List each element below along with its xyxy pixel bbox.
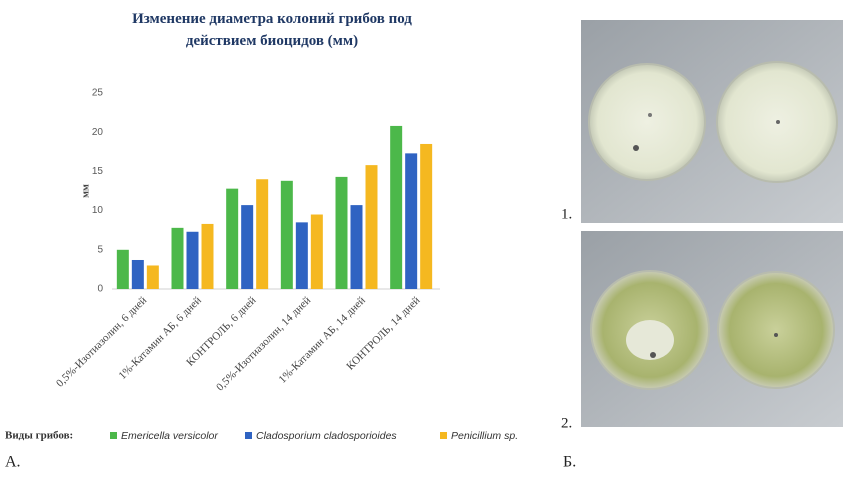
photo-label: 2. <box>561 415 572 431</box>
bar <box>241 205 254 289</box>
bar <box>256 179 269 289</box>
bar <box>186 231 199 289</box>
legend-swatch <box>245 432 252 439</box>
legend-label: Emericella versicolor <box>121 430 218 442</box>
photo <box>581 20 843 223</box>
panel-label: Б. <box>563 454 576 471</box>
panel-label: А. <box>5 454 21 471</box>
bar <box>171 227 184 289</box>
bar <box>131 259 144 289</box>
y-tick-label: 10 <box>92 205 104 216</box>
y-axis-label: мм <box>80 184 91 198</box>
legend-label: Penicillium sp. <box>451 430 518 442</box>
y-tick-label: 25 <box>92 88 104 99</box>
bar <box>420 143 433 289</box>
chart-title: Изменение диаметра колоний грибов под дей… <box>132 11 412 49</box>
bar <box>390 125 403 289</box>
bar <box>226 188 239 289</box>
x-tick-label: 0,5%-Изотиазолин, 6 дней <box>54 294 149 389</box>
legend-swatch <box>110 432 117 439</box>
bar <box>365 165 378 289</box>
photo-label: 1. <box>561 206 572 222</box>
bar <box>335 176 348 289</box>
bar <box>116 249 129 289</box>
y-tick-label: 0 <box>97 284 103 295</box>
bar <box>201 223 214 289</box>
bar <box>350 205 363 289</box>
bar <box>310 214 323 289</box>
bar <box>146 265 159 289</box>
photo <box>581 231 843 427</box>
y-tick-label: 15 <box>92 166 104 177</box>
legend-title: Виды грибов: <box>5 430 73 442</box>
x-tick-label: 0,5%-Изотиазолин, 14 дней <box>214 294 313 393</box>
bar <box>295 222 308 289</box>
y-tick-label: 20 <box>92 127 104 138</box>
legend-label: Cladosporium cladosporioides <box>256 430 397 442</box>
y-tick-label: 5 <box>97 244 103 255</box>
bar <box>280 180 293 289</box>
legend-swatch <box>440 432 447 439</box>
bar <box>405 153 418 289</box>
